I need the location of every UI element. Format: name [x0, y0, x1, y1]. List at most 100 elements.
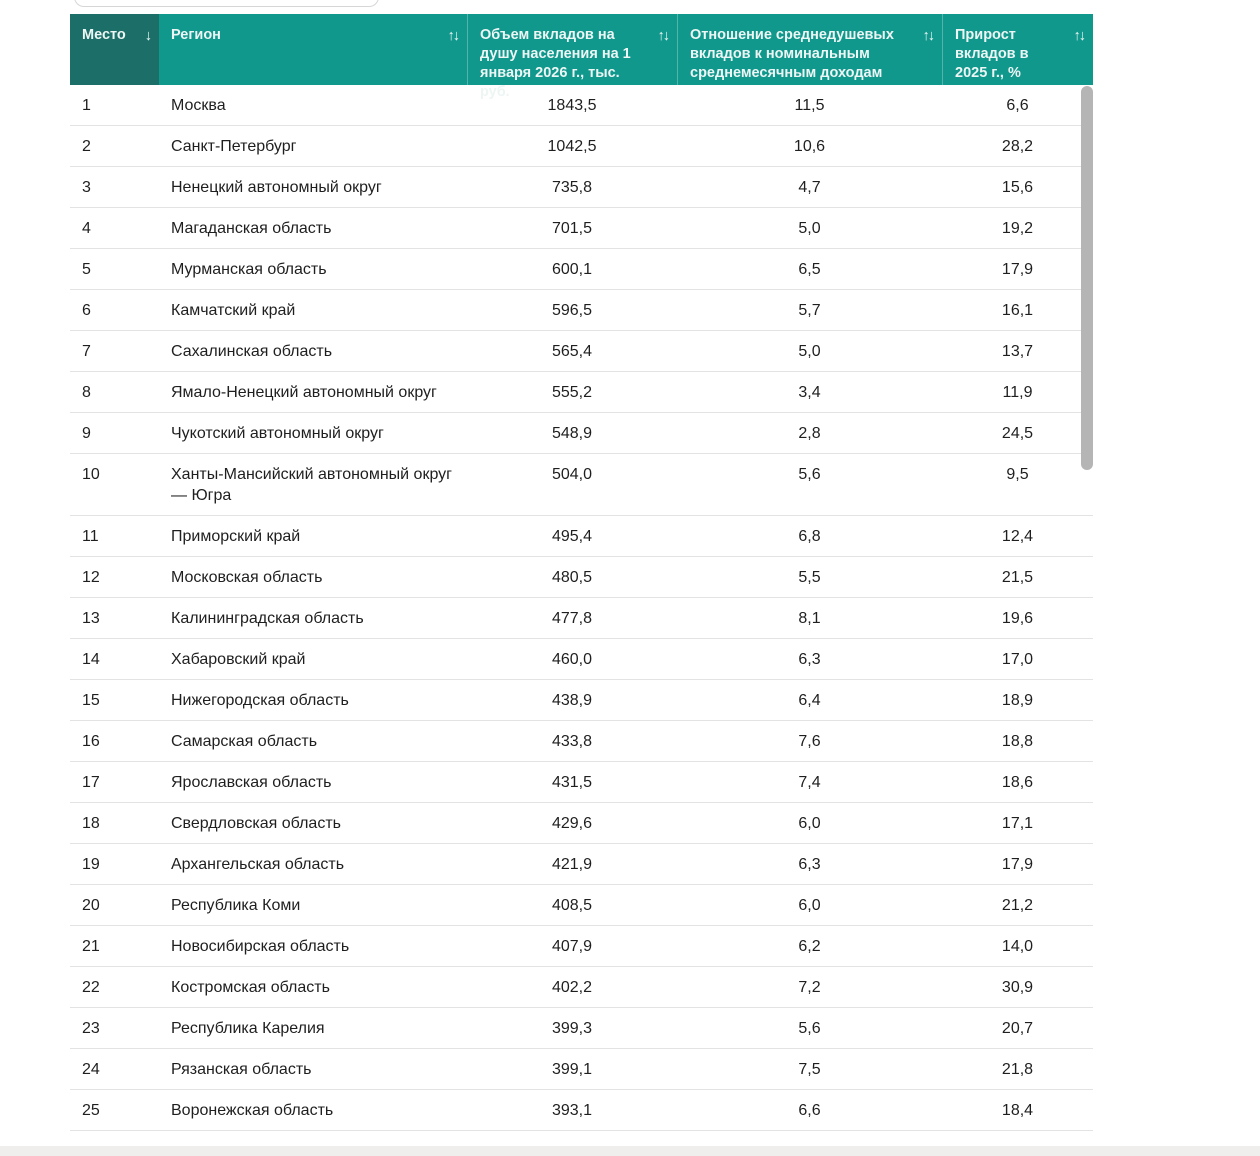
- table-row: 16 Самарская область 433,8 7,6 18,8: [70, 721, 1093, 762]
- cell-region: Костромская область: [171, 979, 330, 996]
- cell-place: 14: [82, 651, 100, 668]
- cell-volume: 1843,5: [547, 97, 597, 114]
- cell-volume: 407,9: [551, 938, 593, 955]
- cell-ratio: 5,6: [798, 1020, 821, 1037]
- column-header-label: Объем вкладов на душу населения на 1 янв…: [480, 27, 631, 100]
- cell-region: Камчатский край: [171, 302, 296, 319]
- cell-growth: 21,8: [1001, 1061, 1034, 1078]
- cell-place: 18: [82, 815, 100, 832]
- cell-place: 7: [82, 343, 91, 360]
- cell-volume: 596,5: [551, 302, 593, 319]
- cell-growth: 19,2: [1001, 220, 1034, 237]
- cell-growth: 17,9: [1001, 856, 1034, 873]
- cell-place: 16: [82, 733, 100, 750]
- table-row: 13 Калининградская область 477,8 8,1 19,6: [70, 598, 1093, 639]
- cell-volume: 393,1: [551, 1102, 593, 1119]
- cell-growth: 13,7: [1001, 343, 1034, 360]
- vertical-scrollbar-thumb[interactable]: [1081, 86, 1093, 470]
- column-header-growth[interactable]: Прирост вкладов в 2025 г., % ↑↓: [942, 14, 1093, 85]
- cell-ratio: 6,3: [798, 651, 821, 668]
- cell-growth: 21,2: [1001, 897, 1034, 914]
- cell-growth: 11,9: [1002, 384, 1033, 401]
- column-header-ratio[interactable]: Отношение среднедушевых вкладов к номина…: [677, 14, 942, 85]
- table-row: 3 Ненецкий автономный округ 735,8 4,7 15,6: [70, 167, 1093, 208]
- cell-region: Калининградская область: [171, 610, 364, 627]
- cell-ratio: 3,4: [798, 384, 821, 401]
- cell-ratio: 6,2: [798, 938, 821, 955]
- cell-growth: 28,2: [1001, 138, 1034, 155]
- sort-toggle-icon[interactable]: ↑↓: [657, 28, 670, 44]
- sort-descending-icon[interactable]: ↓: [144, 28, 152, 44]
- cell-volume: 460,0: [551, 651, 593, 668]
- cell-ratio: 6,3: [798, 856, 821, 873]
- cell-volume: 431,5: [551, 774, 593, 791]
- column-header-volume[interactable]: Объем вкладов на душу населения на 1 янв…: [467, 14, 677, 100]
- cell-place: 22: [82, 979, 100, 996]
- cell-volume: 504,0: [551, 466, 593, 483]
- cell-region: Сахалинская область: [171, 343, 333, 360]
- cell-region: Новосибирская область: [171, 938, 350, 955]
- table-row: 25 Воронежская область 393,1 6,6 18,4: [70, 1090, 1093, 1131]
- cell-volume: 421,9: [551, 856, 593, 873]
- table-row: 10 Ханты-Мансийский автономный округ — Юг…: [70, 454, 1093, 516]
- cell-place: 20: [82, 897, 100, 914]
- table-row: 20 Республика Коми 408,5 6,0 21,2: [70, 885, 1093, 926]
- cell-place: 2: [82, 138, 91, 155]
- cell-region: Приморский край: [171, 528, 301, 545]
- cell-place: 17: [82, 774, 100, 791]
- cell-place: 23: [82, 1020, 100, 1037]
- cell-place: 8: [82, 384, 91, 401]
- cell-growth: 30,9: [1001, 979, 1034, 996]
- table-row: 1 Москва 1843,5 11,5 6,6: [70, 85, 1093, 126]
- cell-ratio: 7,2: [798, 979, 821, 996]
- cell-volume: 701,5: [551, 220, 593, 237]
- column-header-place[interactable]: Место ↓: [70, 14, 159, 85]
- table-row: 21 Новосибирская область 407,9 6,2 14,0: [70, 926, 1093, 967]
- cell-ratio: 8,1: [798, 610, 821, 627]
- cell-region: Московская область: [171, 569, 323, 586]
- column-header-label: Место: [82, 27, 126, 43]
- cell-volume: 402,2: [551, 979, 593, 996]
- cell-growth: 18,4: [1001, 1102, 1034, 1119]
- cell-place: 4: [82, 220, 91, 237]
- cell-volume: 477,8: [551, 610, 593, 627]
- cell-ratio: 10,6: [793, 138, 826, 155]
- cell-place: 1: [82, 97, 91, 114]
- cell-volume: 600,1: [551, 261, 593, 278]
- cell-place: 10: [82, 466, 100, 483]
- cell-region: Самарская область: [171, 733, 318, 750]
- cell-place: 3: [82, 179, 91, 196]
- sort-toggle-icon[interactable]: ↑↓: [1073, 28, 1086, 44]
- sort-toggle-icon[interactable]: ↑↓: [447, 28, 460, 44]
- cell-ratio: 2,8: [798, 425, 821, 442]
- cell-place: 13: [82, 610, 100, 627]
- cell-growth: 24,5: [1001, 425, 1034, 442]
- cell-volume: 480,5: [551, 569, 593, 586]
- cell-ratio: 6,4: [798, 692, 821, 709]
- table-row: 12 Московская область 480,5 5,5 21,5: [70, 557, 1093, 598]
- column-header-region[interactable]: Регион ↑↓: [159, 14, 467, 85]
- cell-region: Санкт-Петербург: [171, 138, 297, 155]
- cell-region: Воронежская область: [171, 1102, 334, 1119]
- cell-ratio: 5,0: [798, 220, 821, 237]
- cell-region: Республика Коми: [171, 897, 301, 914]
- cell-place: 21: [82, 938, 100, 955]
- cell-growth: 17,9: [1001, 261, 1034, 278]
- cell-growth: 18,9: [1001, 692, 1034, 709]
- cell-place: 5: [82, 261, 91, 278]
- cell-volume: 399,3: [551, 1020, 593, 1037]
- clipped-control-above-table: [74, 0, 379, 7]
- cell-volume: 438,9: [551, 692, 593, 709]
- cell-ratio: 6,6: [798, 1102, 821, 1119]
- sort-toggle-icon[interactable]: ↑↓: [922, 28, 935, 44]
- column-header-label: Прирост вкладов в 2025 г., %: [955, 27, 1029, 81]
- cell-place: 25: [82, 1102, 100, 1119]
- cell-region: Чукотский автономный округ: [171, 425, 384, 442]
- cell-ratio: 5,0: [798, 343, 821, 360]
- cell-region: Ярославская область: [171, 774, 332, 791]
- cell-place: 19: [82, 856, 100, 873]
- cell-growth: 17,0: [1001, 651, 1034, 668]
- cell-growth: 12,4: [1001, 528, 1034, 545]
- cell-ratio: 6,8: [798, 528, 821, 545]
- column-header-label: Регион: [171, 27, 221, 43]
